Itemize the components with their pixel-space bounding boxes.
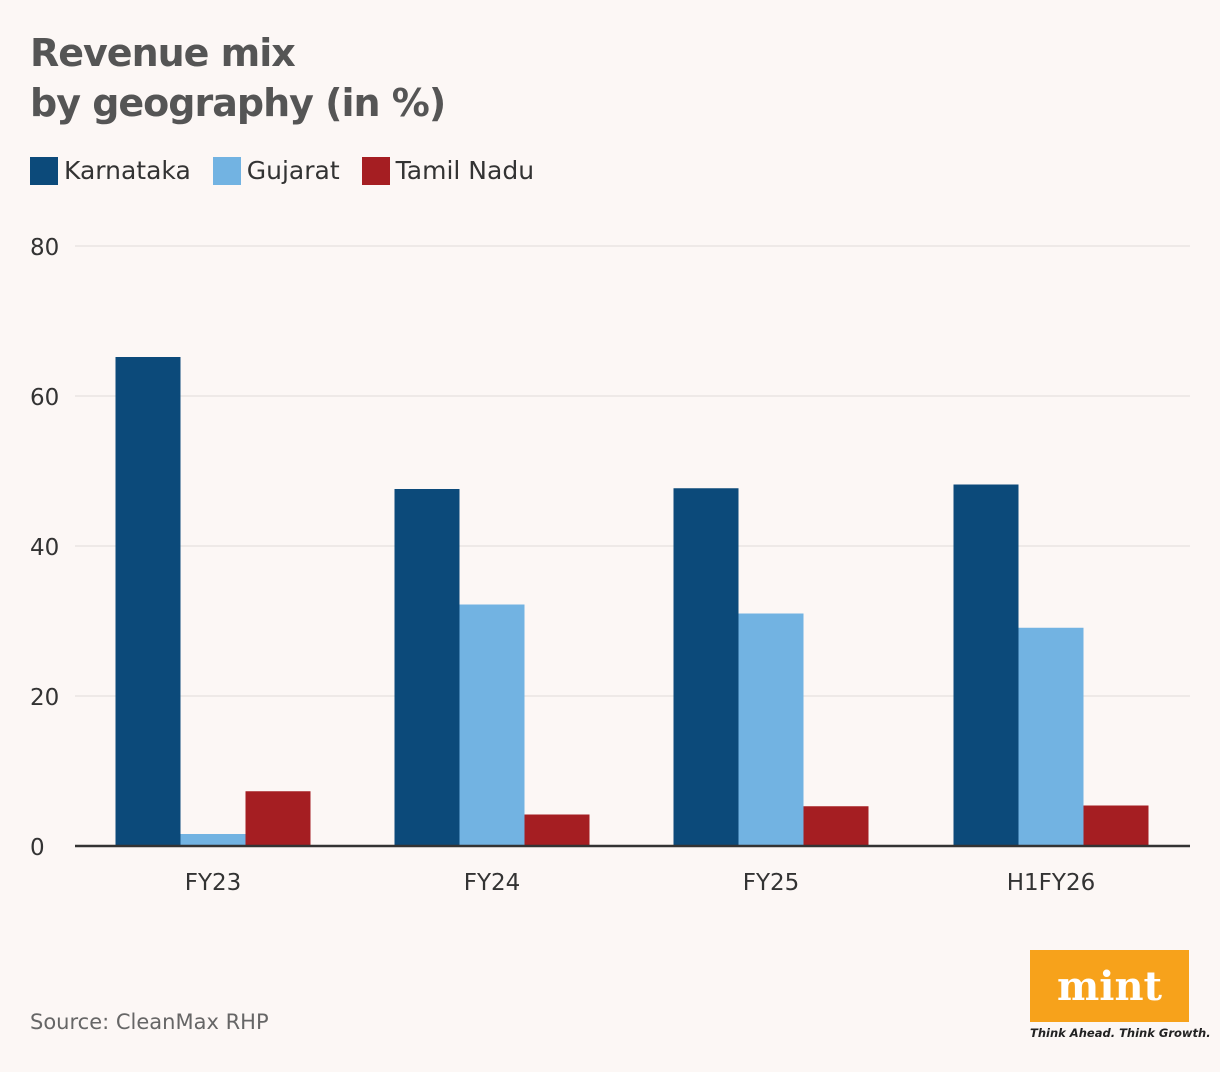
source-note: Source: CleanMax RHP <box>30 1010 269 1034</box>
y-tick-label-20: 20 <box>30 685 59 711</box>
bar-tamil-nadu-h1fy26 <box>1083 805 1149 846</box>
chart-title-line-2: by geography (in %) <box>30 81 446 125</box>
bar-karnataka-fy24 <box>394 489 460 846</box>
bar-tamil-nadu-fy25 <box>803 806 869 846</box>
bar-karnataka-fy23 <box>115 357 181 846</box>
legend: Karnataka Gujarat Tamil Nadu <box>30 156 556 185</box>
legend-label-tamil-nadu: Tamil Nadu <box>395 156 535 185</box>
chart-title: Revenue mix by geography (in %) <box>30 28 446 128</box>
bar-gujarat-fy23 <box>180 834 246 846</box>
y-tick-label-0: 0 <box>30 835 45 861</box>
bar-gujarat-fy24 <box>459 604 525 846</box>
x-tick-label-fy25: FY25 <box>743 870 800 896</box>
y-tick-label-60: 60 <box>30 385 59 411</box>
y-tick-label-80: 80 <box>30 235 59 261</box>
bar-tamil-nadu-fy24 <box>524 814 590 846</box>
mint-tagline: Think Ahead. Think Growth. <box>1030 1026 1211 1040</box>
legend-swatch-karnataka <box>30 156 58 185</box>
bar-tamil-nadu-fy23 <box>245 791 311 846</box>
legend-item-gujarat: Gujarat <box>212 156 340 185</box>
legend-item-tamil-nadu: Tamil Nadu <box>361 156 535 185</box>
legend-swatch-gujarat <box>212 156 241 185</box>
bar-chart: 0 20 40 60 80 FY23 FY24 FY25 H1FY26 <box>30 235 1190 896</box>
legend-item-karnataka: Karnataka <box>30 156 191 185</box>
x-tick-label-fy23: FY23 <box>185 870 242 896</box>
x-tick-label-fy24: FY24 <box>464 870 521 896</box>
chart-title-line-1: Revenue mix <box>30 31 296 75</box>
legend-label-gujarat: Gujarat <box>246 156 340 185</box>
bar-gujarat-h1fy26 <box>1018 627 1084 846</box>
legend-label-karnataka: Karnataka <box>64 156 191 185</box>
legend-swatch-tamil-nadu <box>361 156 390 185</box>
y-tick-label-40: 40 <box>30 535 59 561</box>
bar-karnataka-h1fy26 <box>953 484 1019 846</box>
bar-karnataka-fy25 <box>673 488 739 846</box>
bar-gujarat-fy25 <box>738 613 804 846</box>
mint-logo: mint <box>1030 950 1189 1022</box>
x-tick-label-h1fy26: H1FY26 <box>1007 870 1095 896</box>
